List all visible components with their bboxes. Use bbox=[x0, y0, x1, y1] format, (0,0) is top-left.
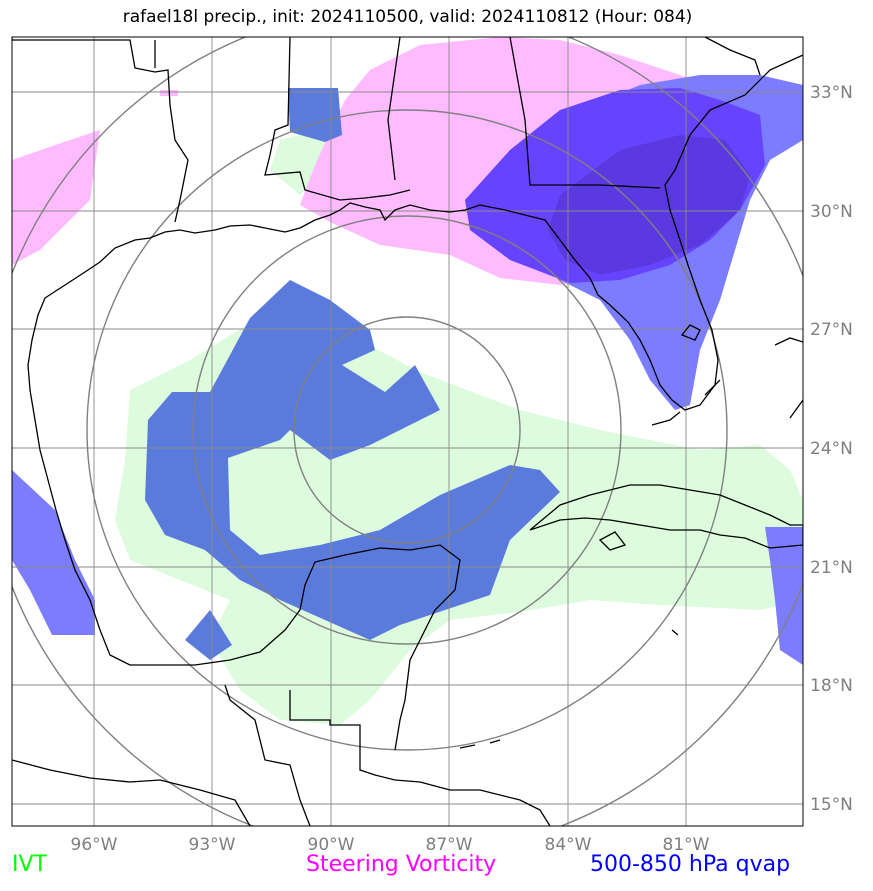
range-rings bbox=[12, 37, 803, 826]
lat-label: 30°N bbox=[810, 202, 853, 222]
map-frame bbox=[11, 36, 804, 827]
lat-label: 33°N bbox=[810, 83, 853, 103]
legend-ivt: IVT bbox=[12, 852, 47, 877]
lon-label: 87°W bbox=[426, 835, 473, 855]
lon-label: 81°W bbox=[663, 835, 710, 855]
map-title: rafael18l precip., init: 2024110500, val… bbox=[122, 7, 693, 27]
lon-label: 90°W bbox=[308, 835, 355, 855]
lat-label: 21°N bbox=[810, 558, 853, 578]
coastlines bbox=[12, 37, 803, 826]
legend-steering-vorticity: Steering Vorticity bbox=[306, 852, 497, 877]
graticule bbox=[12, 37, 803, 826]
lat-label: 18°N bbox=[810, 676, 853, 696]
lat-label: 27°N bbox=[810, 320, 853, 340]
lat-label: 24°N bbox=[810, 439, 853, 459]
lon-label: 93°W bbox=[189, 835, 236, 855]
latitude-labels: 33°N 30°N 27°N 24°N 21°N 18°N 15°N bbox=[810, 83, 853, 815]
lon-label: 96°W bbox=[71, 835, 118, 855]
lon-label: 84°W bbox=[545, 835, 592, 855]
lat-label: 15°N bbox=[810, 795, 853, 815]
legend-qvap: 500-850 hPa qvap bbox=[590, 852, 791, 877]
longitude-labels: 96°W 93°W 90°W 87°W 84°W 81°W bbox=[71, 835, 710, 855]
qvap-shading bbox=[12, 75, 803, 665]
